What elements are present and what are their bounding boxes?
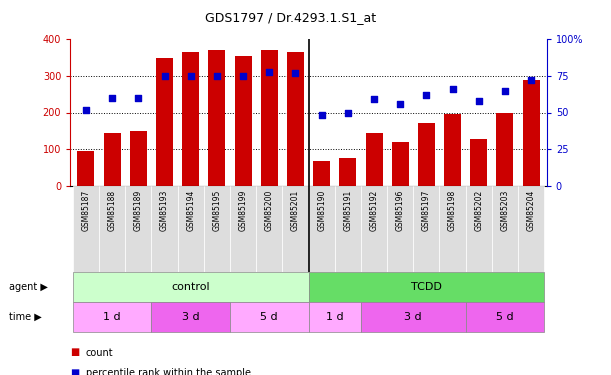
Bar [261,50,278,186]
Text: time ▶: time ▶ [9,312,42,322]
Bar [73,302,152,332]
Bar [392,142,409,186]
Text: 3 d: 3 d [404,312,422,322]
Point [395,101,405,107]
Point [81,106,91,112]
Point [238,73,248,79]
Point [133,95,143,101]
Text: GSM85201: GSM85201 [291,190,300,231]
Text: GSM85197: GSM85197 [422,190,431,231]
Bar [309,302,361,332]
Bar [152,186,178,272]
Bar [130,131,147,186]
Text: agent ▶: agent ▶ [9,282,48,292]
Text: GSM85202: GSM85202 [474,190,483,231]
Text: GSM85198: GSM85198 [448,190,457,231]
Bar [287,52,304,186]
Text: GSM85187: GSM85187 [81,190,90,231]
Point [108,95,117,101]
Bar [361,302,466,332]
Text: 3 d: 3 d [182,312,200,322]
Bar [230,302,309,332]
Bar [339,158,356,186]
Bar [335,186,361,272]
Bar [104,134,121,186]
Text: GSM85204: GSM85204 [527,190,536,231]
Point [265,69,274,75]
Bar [444,114,461,186]
Bar [282,186,309,272]
Bar [522,80,540,186]
Text: GSM85195: GSM85195 [213,190,221,231]
Text: 5 d: 5 d [496,312,514,322]
Point [186,73,196,79]
Bar [204,186,230,272]
Bar [418,123,435,186]
Bar [492,186,518,272]
Bar [156,58,173,186]
Bar [309,186,335,272]
Bar [230,186,256,272]
Bar [313,162,330,186]
Text: GSM85190: GSM85190 [317,190,326,231]
Point [291,70,301,76]
Bar [518,186,544,272]
Bar [496,112,513,186]
Point [448,86,458,92]
Bar [365,133,382,186]
Point [159,73,169,79]
Text: GDS1797 / Dr.4293.1.S1_at: GDS1797 / Dr.4293.1.S1_at [205,11,376,24]
Text: GSM85193: GSM85193 [160,190,169,231]
Bar [182,52,199,186]
Bar [73,272,309,302]
Text: GSM85192: GSM85192 [370,190,379,231]
Text: GSM85194: GSM85194 [186,190,196,231]
Text: 1 d: 1 d [326,312,343,322]
Point [212,73,222,79]
Bar [73,186,99,272]
Text: ■: ■ [70,348,79,357]
Bar [256,186,282,272]
Text: TCDD: TCDD [411,282,442,292]
Bar [235,56,252,186]
Text: count: count [86,348,113,357]
Text: control: control [172,282,210,292]
Bar [361,186,387,272]
Bar [208,50,225,186]
Text: GSM85203: GSM85203 [500,190,510,231]
Point [316,112,326,118]
Text: GSM85200: GSM85200 [265,190,274,231]
Text: ■: ■ [70,368,79,375]
Bar [152,302,230,332]
Bar [387,186,413,272]
Point [422,92,431,98]
Bar [439,186,466,272]
Point [369,96,379,102]
Bar [178,186,204,272]
Bar [99,186,125,272]
Bar [78,151,95,186]
Bar [470,139,488,186]
Bar [466,302,544,332]
Text: GSM85189: GSM85189 [134,190,143,231]
Text: 1 d: 1 d [103,312,121,322]
Text: GSM85196: GSM85196 [396,190,404,231]
Text: GSM85199: GSM85199 [238,190,247,231]
Point [343,110,353,116]
Point [474,98,484,104]
Bar [125,186,152,272]
Point [526,77,536,83]
Text: GSM85191: GSM85191 [343,190,353,231]
Text: 5 d: 5 d [260,312,278,322]
Text: percentile rank within the sample: percentile rank within the sample [86,368,251,375]
Bar [413,186,439,272]
Bar [309,272,544,302]
Point [500,88,510,94]
Bar [466,186,492,272]
Text: GSM85188: GSM85188 [108,190,117,231]
